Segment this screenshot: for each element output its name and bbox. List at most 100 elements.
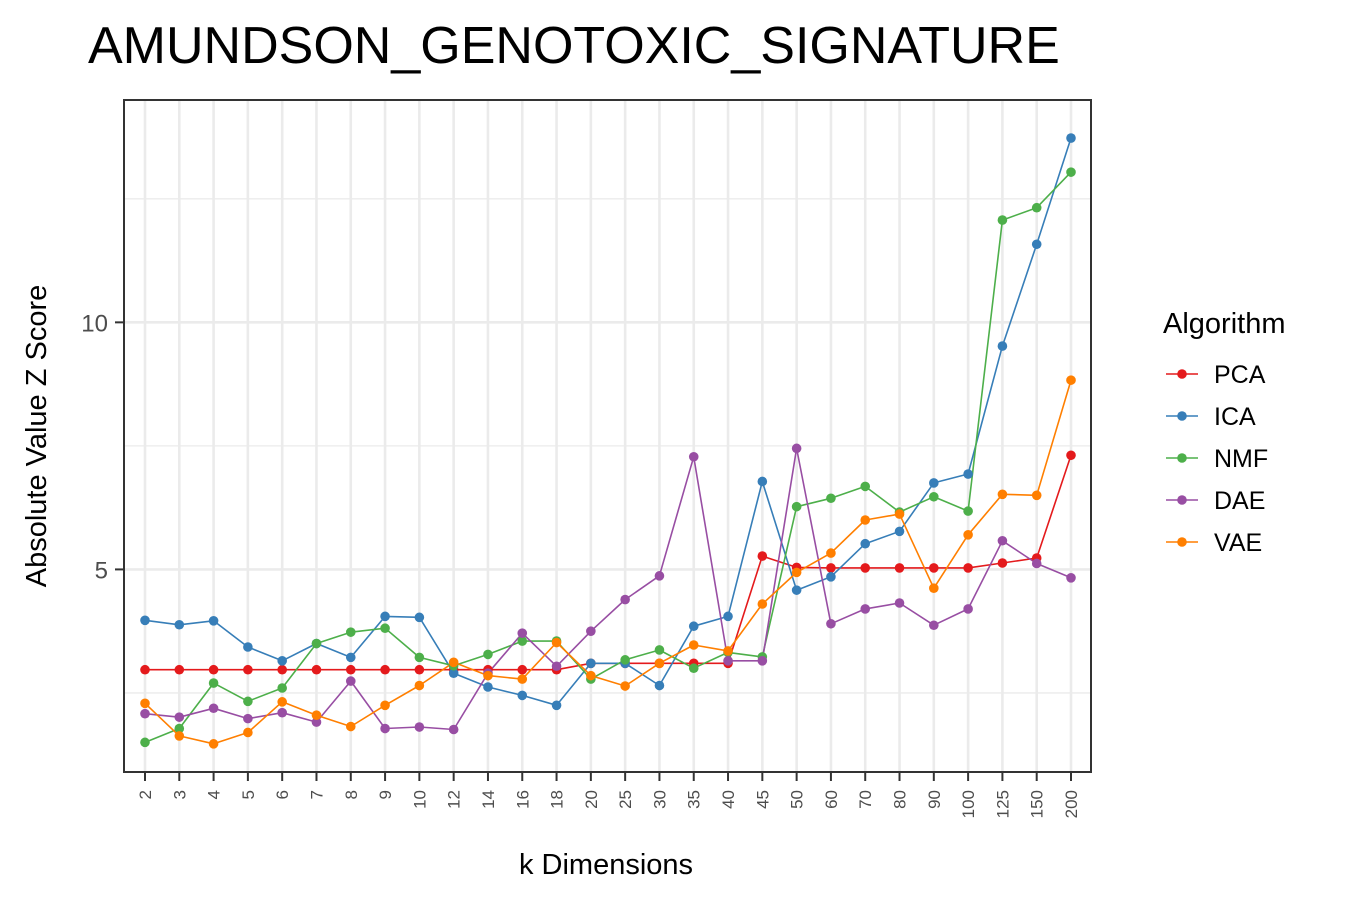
data-point-dae [311, 717, 322, 727]
data-point-vae [620, 681, 630, 691]
data-point-vae [963, 530, 973, 540]
data-point-ica [483, 682, 493, 692]
data-point-ica [963, 469, 973, 479]
x-tick-label: 200 [1062, 790, 1081, 818]
x-tick-label: 100 [959, 790, 978, 818]
data-point-vae [894, 509, 905, 519]
data-point-dae [174, 712, 185, 722]
x-tick-label: 8 [342, 790, 361, 799]
data-point-dae [208, 703, 219, 714]
x-tick-label: 6 [273, 790, 292, 799]
grid-minor [124, 198, 1091, 694]
data-point-vae [1066, 375, 1076, 385]
data-point-ica [586, 658, 596, 669]
data-point-pca [826, 563, 836, 573]
data-point-ica [688, 621, 699, 632]
data-point-dae [688, 451, 699, 462]
data-point-ica [1066, 133, 1076, 143]
legend-key-point [1177, 495, 1187, 505]
data-point-vae [860, 515, 871, 525]
x-tick-label: 80 [891, 790, 910, 809]
data-point-nmf [860, 481, 871, 492]
data-point-vae [688, 640, 699, 650]
data-point-vae [757, 599, 768, 609]
data-point-ica [826, 572, 836, 582]
data-point-ica [140, 615, 150, 626]
data-point-nmf [963, 506, 973, 516]
x-axis: 2 3 4 5 6 7 8 9 10 12 14 16 18 20 25 30 35 40 45 50 60 70 80 90… [136, 772, 1081, 818]
data-point-ica [448, 668, 459, 678]
data-point-vae [414, 680, 425, 691]
x-tick-label: 5 [239, 790, 258, 799]
data-point-ica [517, 690, 528, 701]
data-point-nmf [208, 678, 219, 688]
series-points [140, 133, 1076, 749]
data-point-nmf [380, 623, 390, 634]
legend: Algorithm PCA ICA NMF DAE VAE [1163, 308, 1286, 557]
x-tick-label: 60 [822, 790, 841, 809]
series-line-ica [144, 137, 1072, 707]
x-tick-label: 7 [307, 790, 326, 799]
data-point-nmf [483, 649, 493, 660]
data-point-vae [345, 721, 356, 732]
x-tick-label: 4 [205, 790, 224, 799]
data-point-pca [414, 664, 425, 675]
data-point-pca [243, 664, 253, 675]
data-point-pca [311, 664, 322, 675]
data-point-ica [894, 526, 905, 537]
plot-border [123, 99, 1092, 773]
data-point-dae [243, 713, 253, 724]
chart-title: AMUNDSON_GENOTOXIC_SIGNATURE [88, 17, 1060, 75]
data-point-dae [654, 571, 665, 581]
data-point-vae [723, 646, 733, 656]
data-point-ica [208, 616, 219, 626]
legend-item-dae: DAE [1166, 487, 1265, 515]
data-point-ica [997, 341, 1008, 351]
data-point-vae [243, 727, 253, 738]
x-tick-label: 16 [513, 790, 532, 809]
data-point-nmf [345, 627, 356, 637]
x-tick-label: 50 [788, 790, 807, 809]
data-point-pca [174, 664, 185, 675]
data-point-ica [929, 478, 939, 488]
data-point-nmf [791, 501, 802, 512]
x-tick-label: 125 [993, 790, 1012, 818]
legend-title: Algorithm [1163, 308, 1286, 340]
data-point-pca [380, 664, 390, 675]
data-point-pca [894, 563, 905, 573]
data-point-vae [483, 670, 493, 681]
x-tick-label: 12 [445, 790, 464, 809]
data-point-ica [380, 611, 390, 622]
data-point-pca [345, 664, 356, 675]
data-point-pca [517, 664, 528, 675]
data-point-vae [791, 567, 802, 578]
data-point-dae [757, 656, 768, 666]
data-point-vae [208, 739, 219, 749]
legend-label: ICA [1214, 403, 1256, 431]
data-point-ica [243, 642, 253, 652]
data-point-dae [1066, 573, 1076, 583]
x-tick-label: 3 [170, 790, 189, 799]
legend-label: PCA [1214, 361, 1266, 389]
data-point-vae [517, 674, 528, 684]
x-tick-label: 9 [376, 790, 395, 799]
data-point-dae [1031, 558, 1042, 569]
x-tick-label: 70 [856, 790, 875, 809]
data-point-pca [757, 551, 768, 561]
plot-panel [123, 99, 1092, 773]
data-point-dae [860, 604, 871, 614]
data-point-vae [380, 700, 390, 711]
data-point-vae [140, 698, 150, 709]
x-tick-label: 18 [548, 790, 567, 809]
plot-background [124, 100, 1091, 772]
x-axis-title: k Dimensions [519, 849, 693, 881]
data-point-dae [826, 618, 836, 629]
data-point-dae [586, 626, 596, 636]
series-line-nmf [144, 171, 1072, 744]
data-point-nmf [1066, 167, 1076, 177]
data-point-ica [551, 700, 562, 711]
data-point-pca [277, 664, 287, 675]
data-point-vae [277, 697, 287, 707]
data-point-vae [826, 548, 836, 558]
data-point-nmf [688, 663, 699, 674]
